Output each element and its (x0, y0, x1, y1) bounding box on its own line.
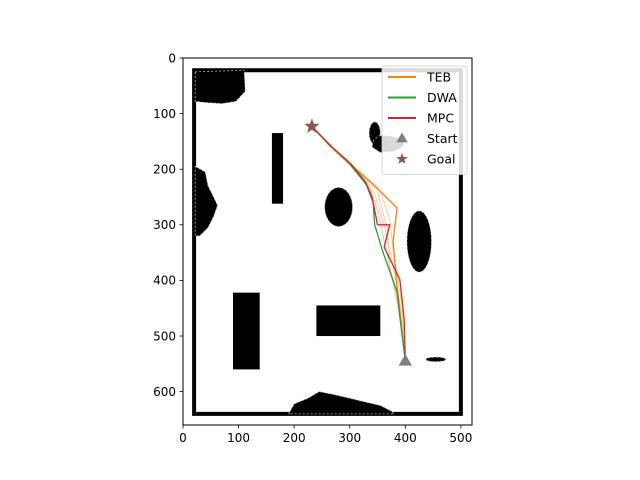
legend-label-teb: TEB (426, 70, 451, 85)
x-tick-label: 100 (227, 431, 250, 445)
faint-trajectory (311, 126, 406, 362)
series-line-mpc (311, 125, 406, 362)
goal-marker (304, 118, 320, 133)
rect-obstacle (316, 305, 381, 337)
y-axis: 0 100 200 300 400 500 600 (153, 51, 183, 399)
axes-frame (182, 57, 473, 426)
y-tick-label: 400 (153, 274, 176, 288)
legend-label-start: Start (427, 131, 458, 146)
y-tick-label: 0 (168, 51, 176, 65)
blob-obstacle (194, 165, 218, 237)
rect-obstacle (271, 133, 284, 204)
y-tick-label: 500 (153, 329, 176, 343)
start-marker (398, 354, 412, 366)
legend-box (381, 65, 468, 175)
trajectory-lines (311, 125, 406, 362)
blob-obstacle (194, 69, 246, 104)
y-tick-label: 300 (153, 218, 176, 232)
blob-obstacle (288, 391, 395, 415)
ellipse-obstacle (406, 210, 432, 273)
legend-label-dwa: DWA (427, 90, 457, 105)
y-tick-label: 600 (153, 385, 176, 399)
legend-label-mpc: MPC (427, 111, 454, 126)
ellipse-obstacle (425, 356, 447, 363)
legend-handle-goal (396, 153, 408, 164)
x-axis: 0 100 200 300 400 500 (179, 425, 472, 445)
map-obstacles (192, 68, 463, 416)
y-tick-label: 200 (153, 163, 176, 177)
legend-handle-start (396, 132, 408, 143)
x-tick-label: 0 (179, 431, 187, 445)
rect-obstacle (233, 292, 260, 370)
legend-label-goal: Goal (427, 152, 455, 167)
start-goal-markers (304, 118, 412, 366)
x-tick-label: 300 (338, 431, 361, 445)
x-tick-label: 500 (449, 431, 472, 445)
ellipse-obstacle (324, 187, 353, 227)
x-tick-label: 200 (283, 431, 306, 445)
legend: TEB DWA MPC Start Goal (381, 65, 468, 175)
x-tick-label: 400 (394, 431, 417, 445)
y-tick-label: 100 (153, 107, 176, 121)
